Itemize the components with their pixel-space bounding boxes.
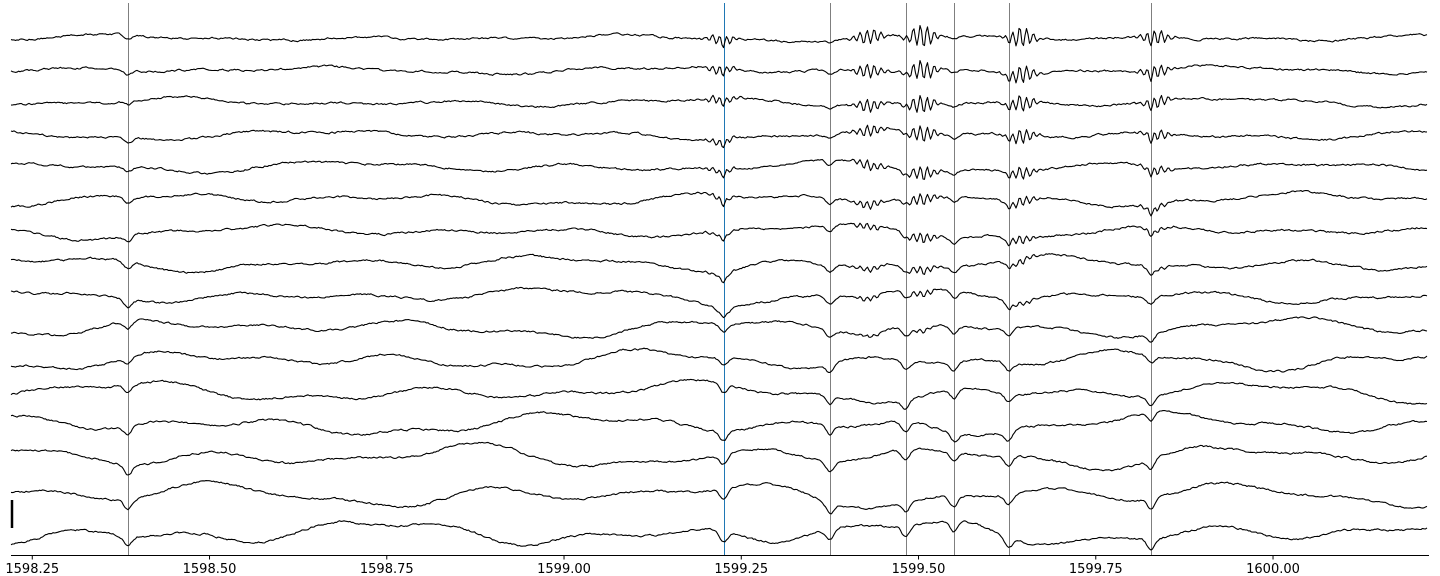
channel-trace-4: [10, 124, 1428, 149]
x-tick-label-1: 1598.25: [5, 562, 59, 576]
channel-trace-8: [10, 253, 1428, 284]
x-tick-label-7: 1599.75: [1069, 562, 1123, 576]
x-tick-label-6: 1599.50: [892, 562, 946, 576]
x-tick-label-3: 1598.75: [360, 562, 414, 576]
channel-trace-3: [10, 94, 1428, 113]
channel-trace-10: [10, 316, 1428, 343]
channel-trace-7: [10, 222, 1428, 247]
channel-trace-6: [10, 189, 1428, 217]
x-tick-label-8: 1600.00: [1246, 562, 1300, 576]
channel-trace-1: [10, 24, 1428, 49]
x-tick-label-2: 1598.50: [183, 562, 237, 576]
x-tick-label-4: 1599.00: [537, 562, 591, 576]
x-axis-ticks: 1598.25 1598.50 1598.75 1599.00 1599.25 1599.…: [5, 555, 1300, 576]
channel-trace-11: [10, 347, 1428, 373]
channel-trace-9: [10, 286, 1428, 319]
channel-trace-2: [10, 59, 1428, 84]
channel-trace-15: [10, 480, 1428, 515]
channel-trace-12: [10, 378, 1428, 410]
channel-trace-14: [10, 441, 1428, 476]
channel-trace-5: [10, 158, 1428, 180]
channel-trace-16: [10, 520, 1428, 551]
channel-trace-13: [10, 409, 1428, 443]
event-markers: [128, 3, 1152, 556]
x-tick-label-5: 1599.25: [714, 562, 768, 576]
channel-traces: [10, 24, 1428, 551]
